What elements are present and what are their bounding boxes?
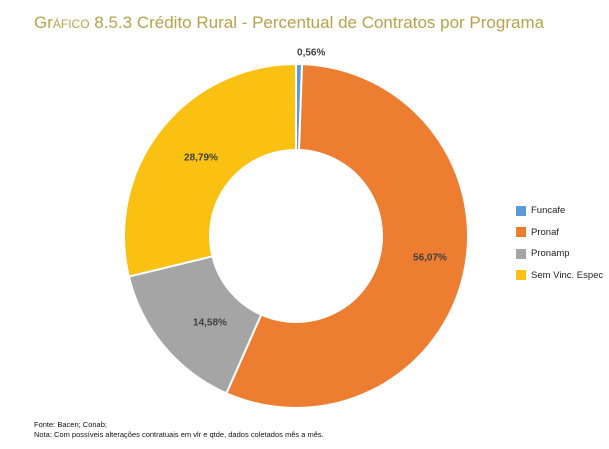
data-label-sem-vinc-espec: 28,79% bbox=[184, 153, 218, 164]
legend-swatch-sem-vinc-espec bbox=[516, 270, 526, 281]
chart-footer: Fonte: Bacen; Conab; Nota: Com possíveis… bbox=[34, 420, 324, 439]
chart-title-prefix: Gr bbox=[34, 13, 53, 32]
legend-label-pronamp: Pronamp bbox=[531, 248, 570, 260]
chart-legend: Funcafe Pronaf Pronamp Sem Vinc. Espec bbox=[516, 200, 603, 286]
data-label-pronamp: 14,58% bbox=[193, 318, 227, 329]
legend-item-sem-vinc-espec: Sem Vinc. Espec bbox=[516, 265, 603, 287]
data-label-pronaf: 56,07% bbox=[413, 253, 447, 264]
data-label-funcafe: 0,56% bbox=[297, 48, 325, 59]
chart-title-rest: 8.5.3 Crédito Rural - Percentual de Cont… bbox=[89, 13, 545, 32]
legend-label-pronaf: Pronaf bbox=[531, 226, 559, 238]
legend-swatch-pronaf bbox=[516, 227, 526, 238]
legend-label-funcafe: Funcafe bbox=[531, 205, 566, 217]
slice-pronaf bbox=[225, 63, 469, 409]
chart-title: Gráfico 8.5.3 Crédito Rural - Percentual… bbox=[34, 13, 544, 33]
legend-swatch-pronamp bbox=[516, 248, 526, 259]
legend-swatch-funcafe bbox=[516, 205, 526, 216]
footer-source: Fonte: Bacen; Conab; bbox=[34, 420, 107, 429]
legend-item-funcafe: Funcafe bbox=[516, 200, 603, 222]
legend-label-sem-vinc-espec: Sem Vinc. Espec bbox=[531, 269, 604, 281]
chart-title-small-caps: áfico bbox=[52, 13, 90, 32]
legend-item-pronaf: Pronaf bbox=[516, 222, 603, 244]
legend-item-pronamp: Pronamp bbox=[516, 243, 603, 265]
footer-note: Nota: Com possíveis alterações contratua… bbox=[34, 429, 324, 439]
slice-sem-vinc-espec bbox=[123, 62, 297, 278]
